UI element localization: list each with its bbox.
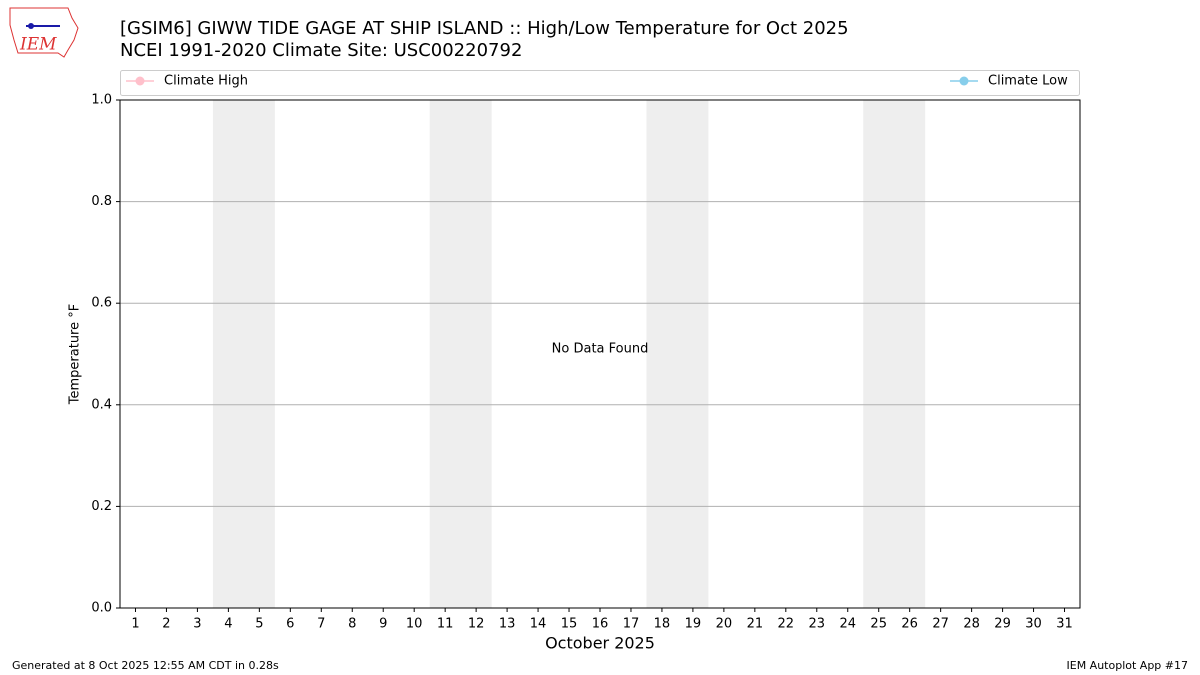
x-tick-label: 2 — [162, 617, 170, 632]
x-tick-label: 4 — [224, 617, 232, 632]
x-tick-label: 15 — [561, 617, 578, 632]
footer-right: IEM Autoplot App #17 — [1067, 659, 1189, 672]
x-tick-label: 25 — [870, 617, 887, 632]
y-tick-label: 0.6 — [91, 296, 112, 311]
legend-marker — [135, 76, 145, 86]
x-tick-label: 10 — [406, 617, 423, 632]
x-tick-label: 9 — [379, 617, 387, 632]
x-tick-label: 29 — [994, 617, 1011, 632]
x-tick-label: 5 — [255, 617, 263, 632]
x-axis-label: October 2025 — [545, 634, 655, 653]
x-tick-label: 31 — [1056, 617, 1073, 632]
x-tick-label: 6 — [286, 617, 294, 632]
weekend-band — [212, 100, 275, 608]
annotation: No Data Found — [552, 341, 649, 356]
y-tick-label: 0.2 — [91, 499, 112, 514]
legend-box — [120, 70, 1080, 96]
legend-marker — [959, 76, 969, 86]
x-tick-label: 16 — [592, 617, 609, 632]
y-axis-label: Temperature °F — [68, 304, 83, 405]
x-tick-label: 17 — [623, 617, 640, 632]
x-tick-label: 27 — [932, 617, 949, 632]
x-tick-label: 30 — [1025, 617, 1042, 632]
x-tick-label: 24 — [839, 617, 856, 632]
x-tick-label: 8 — [348, 617, 356, 632]
y-tick-label: 0.0 — [91, 601, 112, 616]
x-tick-label: 21 — [747, 617, 764, 632]
x-tick-label: 23 — [809, 617, 826, 632]
x-tick-label: 18 — [654, 617, 671, 632]
logo: IEM — [9, 7, 79, 58]
x-tick-label: 11 — [437, 617, 454, 632]
x-tick-label: 22 — [778, 617, 795, 632]
logo-text: IEM — [19, 35, 57, 55]
x-tick-label: 13 — [499, 617, 516, 632]
weekend-band — [646, 100, 709, 608]
x-tick-label: 28 — [963, 617, 980, 632]
y-tick-label: 0.4 — [91, 397, 112, 412]
logo-outline — [9, 7, 79, 58]
weekend-band — [863, 100, 926, 608]
y-tick-label: 0.8 — [91, 194, 112, 209]
footer-left: Generated at 8 Oct 2025 12:55 AM CDT in … — [12, 659, 279, 672]
logo-symbol — [28, 23, 34, 29]
x-tick-label: 1 — [131, 617, 139, 632]
x-tick-label: 3 — [193, 617, 201, 632]
chart-title: [GSIM6] GIWW TIDE GAGE AT SHIP ISLAND ::… — [120, 18, 849, 39]
x-tick-label: 14 — [530, 617, 547, 632]
x-tick-label: 7 — [317, 617, 325, 632]
legend-label: Climate High — [164, 74, 248, 89]
y-tick-label: 1.0 — [91, 93, 112, 108]
plot-frame — [119, 99, 1081, 609]
x-tick-label: 19 — [685, 617, 702, 632]
x-tick-label: 26 — [901, 617, 918, 632]
x-tick-label: 12 — [468, 617, 485, 632]
weekend-band — [429, 100, 492, 608]
chart-subtitle: NCEI 1991-2020 Climate Site: USC00220792 — [120, 40, 522, 61]
x-tick-label: 20 — [716, 617, 733, 632]
legend-label: Climate Low — [988, 74, 1068, 89]
